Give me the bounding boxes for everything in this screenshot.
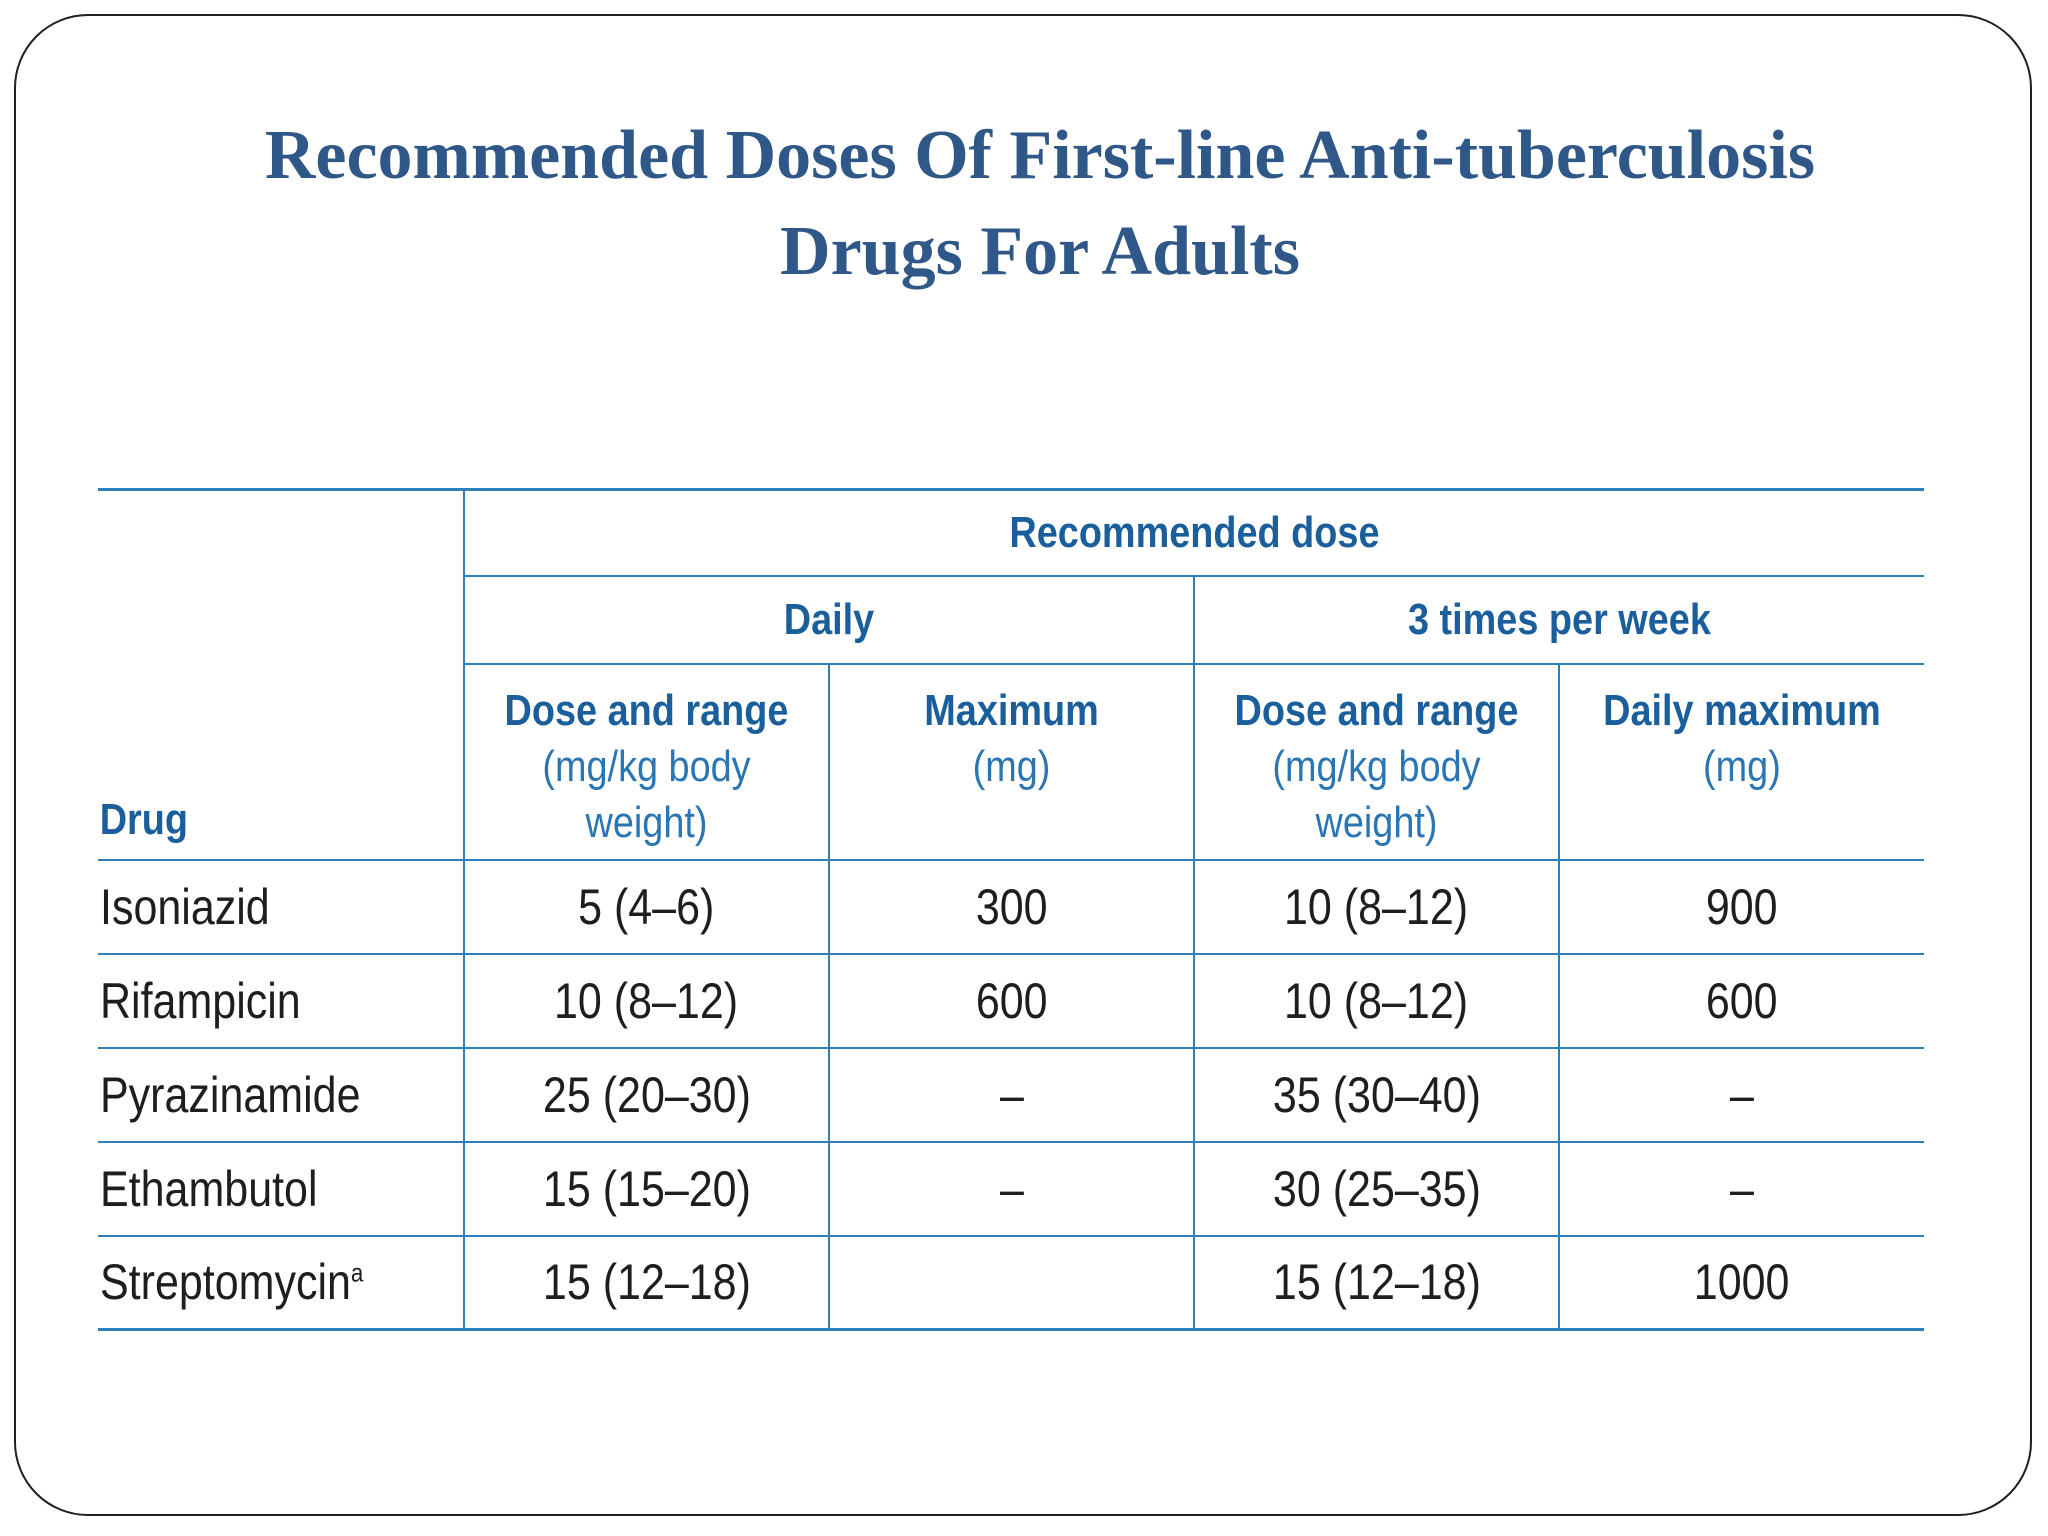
weekly-max-value: 600 (1706, 972, 1778, 1029)
table-row: Pyrazinamide 25 (20–30) – 35 (30–40) – (98, 1047, 1925, 1143)
weekly-dose-value: 15 (12–18) (1272, 1254, 1481, 1311)
weekly-dose-cell: 10 (8–12) (1194, 859, 1560, 955)
table-row: Streptomycina 15 (12–18) 15 (12–18) 1000 (98, 1235, 1925, 1331)
daily-max-value: – (999, 1160, 1024, 1217)
daily-dose-cell: 5 (4–6) (464, 859, 830, 955)
daily-dose-cell: 15 (15–20) (464, 1141, 830, 1237)
daily-dose-value: 15 (15–20) (542, 1160, 751, 1217)
slide-title-line-2: Drugs For Adults (780, 213, 1300, 290)
slide-title-line-1: Recommended Doses Of First-line Anti-tub… (264, 117, 1816, 194)
daily-max-cell: 300 (829, 859, 1195, 955)
table-row: Rifampicin 10 (8–12) 600 10 (8–12) 600 (98, 953, 1925, 1049)
daily-dose-value: 25 (20–30) (542, 1066, 751, 1123)
weekly-max-cell: – (1559, 1047, 1925, 1143)
daily-dose-cell: 15 (12–18) (464, 1235, 830, 1331)
three-times-weekly-header: 3 times per week (1245, 575, 1873, 665)
table-row: Isoniazid 5 (4–6) 300 10 (8–12) 900 (98, 859, 1925, 955)
daily-max-cell: – (829, 1047, 1195, 1143)
daily-dose-value: 10 (8–12) (554, 972, 739, 1029)
weekly-dose-cell: 10 (8–12) (1194, 953, 1560, 1049)
column-header-label: Dose and range (1234, 685, 1519, 735)
column-header-unit: (mg/kg body (542, 741, 751, 791)
drug-name-cell: Streptomycina (98, 1235, 465, 1331)
drug-name-with-footnote: Streptomycina (100, 1253, 363, 1311)
column-header-unit: (mg/kg body (1272, 741, 1481, 791)
weekly-max-value: 900 (1706, 878, 1778, 935)
weekly-daily-maximum-header: Daily maximum (mg) (1584, 663, 1899, 861)
column-header-unit: (mg) (1703, 741, 1781, 791)
daily-dose-cell: 25 (20–30) (464, 1047, 830, 1143)
weekly-dose-cell: 15 (12–18) (1194, 1235, 1560, 1331)
footnote-marker: a (350, 1257, 364, 1288)
column-header-unit: weight) (1315, 797, 1438, 847)
weekly-max-cell: 600 (1559, 953, 1925, 1049)
column-header-label: Dose and range (504, 685, 789, 735)
column-header-unit: weight) (585, 797, 708, 847)
weekly-max-cell: – (1559, 1141, 1925, 1237)
drug-name-cell: Ethambutol (98, 1141, 465, 1237)
drug-name-cell: Isoniazid (98, 859, 465, 955)
header-row-columns: Dose and range (mg/kg body weight) Maxim… (98, 663, 1924, 861)
slide-title: Recommended Doses Of First-line Anti-tub… (100, 108, 1980, 300)
daily-max-value: 600 (975, 972, 1048, 1029)
weekly-dose-value: 30 (25–35) (1272, 1160, 1481, 1217)
weekly-max-value: – (1730, 1160, 1754, 1217)
daily-dose-cell: 10 (8–12) (464, 953, 830, 1049)
drug-name-cell: Rifampicin (98, 953, 465, 1049)
drug-name: Ethambutol (100, 1160, 318, 1217)
column-header-label: Maximum (924, 685, 1099, 735)
drug-name: Isoniazid (100, 878, 270, 935)
column-header-label: Daily maximum (1603, 685, 1881, 735)
header-row-schedule: Daily 3 times per week (98, 575, 1924, 665)
drug-name: Rifampicin (100, 972, 301, 1029)
daily-dose-value: 15 (12–18) (542, 1254, 751, 1311)
daily-header: Daily (515, 575, 1144, 665)
daily-dose-range-header: Dose and range (mg/kg body weight) (489, 663, 805, 861)
drug-name: Pyrazinamide (100, 1066, 361, 1123)
weekly-max-cell: 900 (1559, 859, 1925, 955)
drug-column-header: Drug (98, 488, 414, 861)
weekly-dose-value: 35 (30–40) (1272, 1066, 1481, 1123)
weekly-dose-value: 10 (8–12) (1284, 972, 1469, 1029)
daily-max-value: – (999, 1066, 1024, 1123)
weekly-dose-cell: 30 (25–35) (1194, 1141, 1560, 1237)
drug-name: Streptomycin (100, 1254, 351, 1311)
weekly-dose-range-header: Dose and range (mg/kg body weight) (1219, 663, 1535, 861)
daily-dose-value: 5 (4–6) (578, 878, 715, 935)
weekly-max-value: – (1730, 1066, 1754, 1123)
weekly-max-value: 1000 (1694, 1254, 1790, 1311)
daily-max-cell (829, 1235, 1195, 1331)
daily-max-cell: – (829, 1141, 1195, 1237)
daily-max-value: 300 (975, 878, 1048, 935)
recommended-dose-header: Recommended dose (566, 488, 1822, 577)
weekly-dose-cell: 35 (30–40) (1194, 1047, 1560, 1143)
dose-table: Drug Recommended dose Daily 3 times per … (98, 488, 1925, 1331)
header-row-group: Drug Recommended dose (98, 488, 1924, 861)
daily-max-cell: 600 (829, 953, 1195, 1049)
column-header-unit: (mg) (972, 741, 1051, 791)
drug-name-cell: Pyrazinamide (98, 1047, 465, 1143)
weekly-max-cell: 1000 (1559, 1235, 1925, 1331)
weekly-dose-value: 10 (8–12) (1284, 878, 1469, 935)
daily-maximum-header: Maximum (mg) (854, 663, 1170, 861)
table-row: Ethambutol 15 (15–20) – 30 (25–35) – (98, 1141, 1925, 1237)
